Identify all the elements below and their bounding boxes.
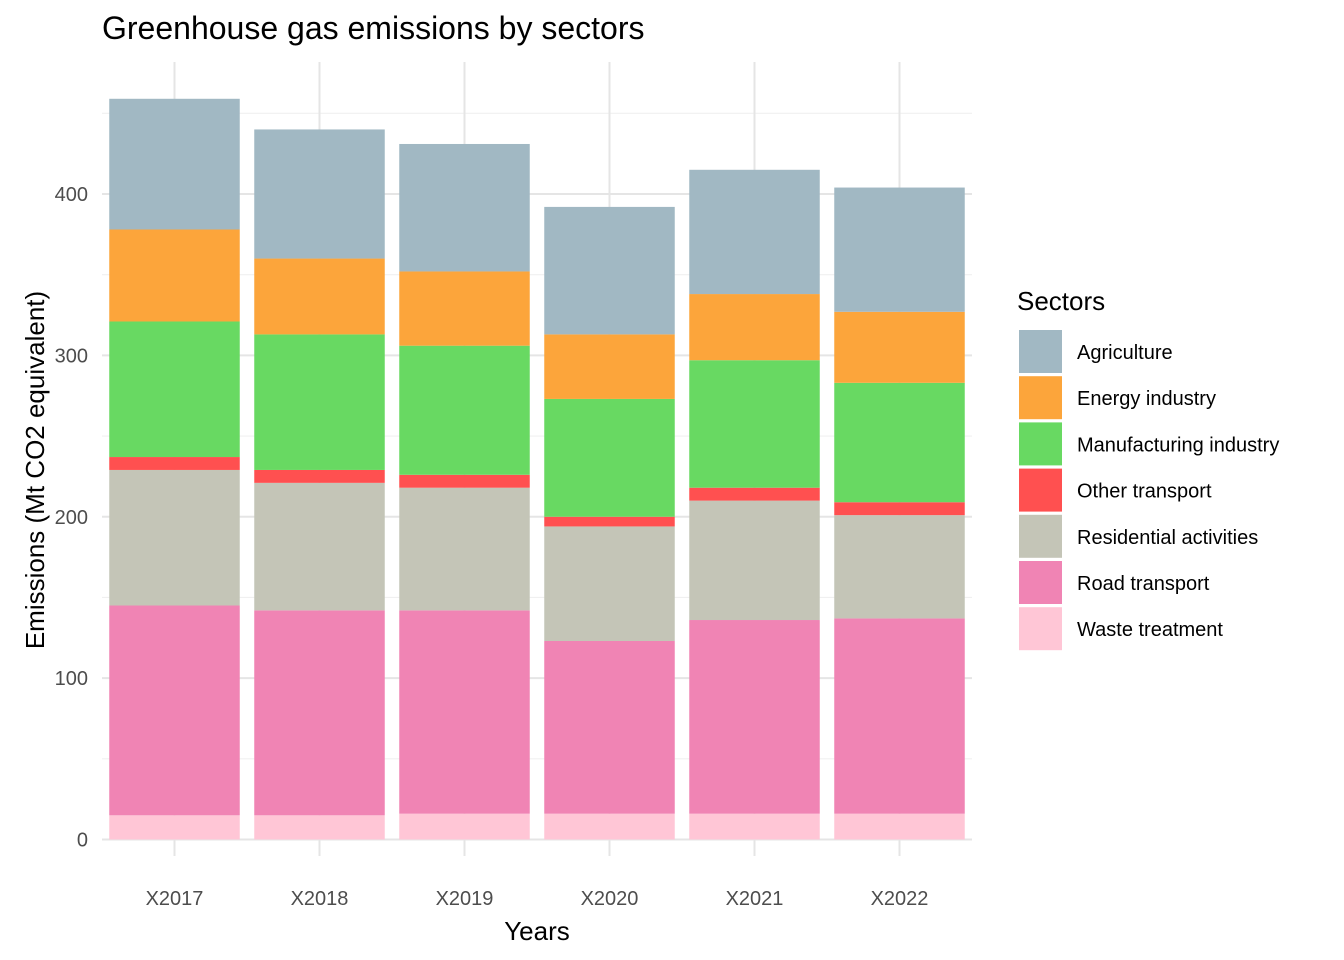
legend: Sectors Agriculture Energy industry Manufa… [1017, 286, 1279, 651]
bar-energy-industry-x2022 [834, 311, 965, 383]
bar-other-transport-x2020 [544, 516, 675, 527]
bar-other-transport-x2018 [254, 469, 385, 483]
legend-label: Agriculture [1077, 342, 1173, 364]
y-axis-ticks: 0 100 200 300 400 [55, 184, 88, 852]
legend-swatch [1019, 561, 1062, 604]
y-tick-label: 0 [77, 830, 88, 852]
y-tick-label: 100 [55, 668, 88, 690]
legend-label: Manufacturing industry [1077, 434, 1279, 456]
x-axis-ticks: X2017 X2018 X2019 X2020 X2021 X2022 [146, 888, 929, 910]
legend-swatch [1019, 376, 1062, 420]
bar-waste-treatment-x2019 [399, 813, 530, 840]
chart-title: Greenhouse gas emissions by sectors [102, 10, 644, 46]
bar-agriculture-x2021 [689, 169, 820, 295]
x-tick-label: X2017 [146, 888, 204, 910]
bar-manufacturing-industry-x2018 [254, 334, 385, 470]
bar-residential-activities-x2020 [544, 526, 675, 642]
legend-title: Sectors [1017, 286, 1105, 316]
legend-label: Energy industry [1077, 388, 1216, 410]
legend-swatch [1019, 468, 1062, 512]
bar-other-transport-x2019 [399, 474, 530, 488]
bar-energy-industry-x2019 [399, 271, 530, 346]
bar-energy-industry-x2020 [544, 334, 675, 399]
bar-road-transport-x2020 [544, 641, 675, 814]
x-tick-label: X2018 [291, 888, 349, 910]
x-tick-label: X2021 [726, 888, 784, 910]
bar-waste-treatment-x2022 [834, 813, 965, 840]
y-tick-label: 400 [55, 184, 88, 206]
x-tick-label: X2019 [436, 888, 494, 910]
bar-residential-activities-x2017 [109, 469, 240, 606]
legend-swatch [1019, 330, 1062, 373]
legend-swatch [1019, 607, 1062, 651]
bar-other-transport-x2017 [109, 457, 240, 470]
bar-residential-activities-x2022 [834, 515, 965, 619]
bar-road-transport-x2018 [254, 610, 385, 816]
bar-road-transport-x2022 [834, 618, 965, 814]
legend-label: Road transport [1077, 573, 1210, 595]
bar-agriculture-x2018 [254, 129, 385, 259]
bar-road-transport-x2017 [109, 605, 240, 816]
legend-swatch [1019, 514, 1062, 558]
bar-waste-treatment-x2020 [544, 813, 675, 840]
bars [109, 98, 965, 840]
bar-road-transport-x2021 [689, 620, 820, 814]
bar-residential-activities-x2021 [689, 500, 820, 621]
bar-energy-industry-x2021 [689, 294, 820, 361]
legend-label: Waste treatment [1077, 619, 1223, 641]
legend-swatch [1019, 422, 1062, 466]
bar-energy-industry-x2018 [254, 258, 385, 335]
bar-residential-activities-x2019 [399, 487, 530, 611]
bar-other-transport-x2022 [834, 502, 965, 516]
legend-label: Other transport [1077, 481, 1212, 503]
bar-residential-activities-x2018 [254, 482, 385, 611]
bar-manufacturing-industry-x2017 [109, 321, 240, 458]
bar-agriculture-x2017 [109, 98, 240, 230]
bar-agriculture-x2019 [399, 143, 530, 272]
x-tick-label: X2020 [581, 888, 639, 910]
bar-energy-industry-x2017 [109, 229, 240, 322]
x-axis-title: Years [504, 916, 570, 946]
x-tick-label: X2022 [871, 888, 929, 910]
bar-manufacturing-industry-x2022 [834, 382, 965, 503]
y-tick-label: 200 [55, 507, 88, 529]
y-tick-label: 300 [55, 345, 88, 367]
bar-waste-treatment-x2021 [689, 813, 820, 840]
bar-waste-treatment-x2018 [254, 815, 385, 840]
legend-label: Residential activities [1077, 527, 1258, 549]
bar-waste-treatment-x2017 [109, 815, 240, 840]
y-axis-title: Emissions (Mt CO2 equivalent) [20, 291, 50, 649]
bar-agriculture-x2020 [544, 206, 675, 335]
bar-manufacturing-industry-x2020 [544, 398, 675, 517]
bar-other-transport-x2021 [689, 487, 820, 501]
bar-manufacturing-industry-x2021 [689, 360, 820, 488]
bar-manufacturing-industry-x2019 [399, 345, 530, 475]
bar-agriculture-x2022 [834, 187, 965, 312]
bar-road-transport-x2019 [399, 610, 530, 814]
